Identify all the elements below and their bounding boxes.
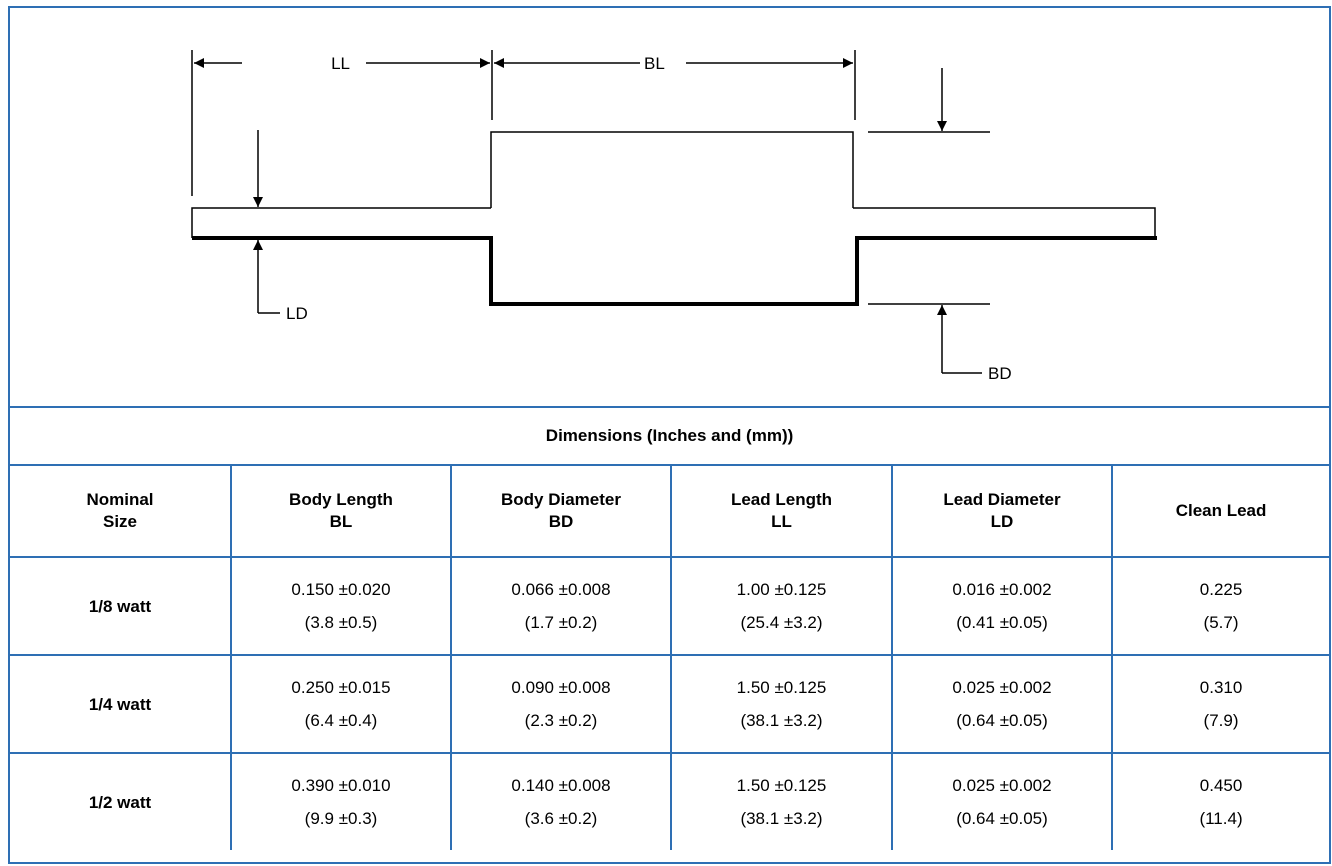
table-title: Dimensions (Inches and (mm)) — [10, 408, 1330, 466]
cell-clean-lead: 0.450 (11.4) — [1110, 752, 1330, 850]
header-body-diameter: Body Diameter BD — [450, 464, 672, 558]
row-size: 1/8 watt — [10, 556, 232, 656]
header-nominal-size: Nominal Size — [10, 464, 232, 558]
row-size: 1/2 watt — [10, 752, 232, 850]
bl-label: BL — [644, 54, 665, 73]
cell-body-length: 0.250 ±0.015 (6.4 ±0.4) — [230, 654, 452, 754]
cell-body-diameter: 0.090 ±0.008 (2.3 ±0.2) — [450, 654, 672, 754]
dimensions-frame: LL BL LD BD — [8, 6, 1331, 864]
dimensions-table: Dimensions (Inches and (mm)) Nominal Size… — [10, 408, 1330, 850]
header-body-length: Body Length BL — [230, 464, 452, 558]
length-dimensions: LL BL — [191, 50, 856, 196]
diagram-svg: LL BL LD BD — [191, 50, 1157, 383]
ld-label: LD — [286, 304, 308, 323]
header-clean-lead: Clean Lead — [1110, 464, 1330, 558]
table-title-row: Dimensions (Inches and (mm)) — [10, 408, 1330, 466]
header-lead-diameter: Lead Diameter LD — [891, 464, 1113, 558]
table-header-row: Nominal Size Body Length BL Body Diameter B… — [10, 464, 1330, 558]
cell-lead-length: 1.50 ±0.125 (38.1 ±3.2) — [670, 654, 893, 754]
cell-body-length: 0.150 ±0.020 (3.8 ±0.5) — [230, 556, 452, 656]
cell-lead-diameter: 0.025 ±0.002 (0.64 ±0.05) — [891, 654, 1113, 754]
cell-lead-diameter: 0.016 ±0.002 (0.41 ±0.05) — [891, 556, 1113, 656]
lead-diameter-dimension: LD — [253, 130, 308, 323]
cell-body-length: 0.390 ±0.010 (9.9 ±0.3) — [230, 752, 452, 850]
ll-label: LL — [331, 54, 350, 73]
resistor-outline — [191, 131, 1157, 306]
cell-body-diameter: 0.066 ±0.008 (1.7 ±0.2) — [450, 556, 672, 656]
table-row: 1/8 watt 0.150 ±0.020 (3.8 ±0.5) 0.066 ±0… — [10, 556, 1330, 656]
body-diameter-dimension: BD — [868, 68, 1012, 383]
cell-clean-lead: 0.310 (7.9) — [1110, 654, 1330, 754]
table-row: 1/4 watt 0.250 ±0.015 (6.4 ±0.4) 0.090 ±0… — [10, 654, 1330, 754]
table-row: 1/2 watt 0.390 ±0.010 (9.9 ±0.3) 0.140 ±0… — [10, 752, 1330, 850]
row-size: 1/4 watt — [10, 654, 232, 754]
cell-lead-length: 1.00 ±0.125 (25.4 ±3.2) — [670, 556, 893, 656]
cell-body-diameter: 0.140 ±0.008 (3.6 ±0.2) — [450, 752, 672, 850]
cell-clean-lead: 0.225 (5.7) — [1110, 556, 1330, 656]
header-lead-length: Lead Length LL — [670, 464, 893, 558]
cell-lead-length: 1.50 ±0.125 (38.1 ±3.2) — [670, 752, 893, 850]
cell-lead-diameter: 0.025 ±0.002 (0.64 ±0.05) — [891, 752, 1113, 850]
bd-label: BD — [988, 364, 1012, 383]
resistor-dimension-diagram: LL BL LD BD — [10, 8, 1329, 408]
